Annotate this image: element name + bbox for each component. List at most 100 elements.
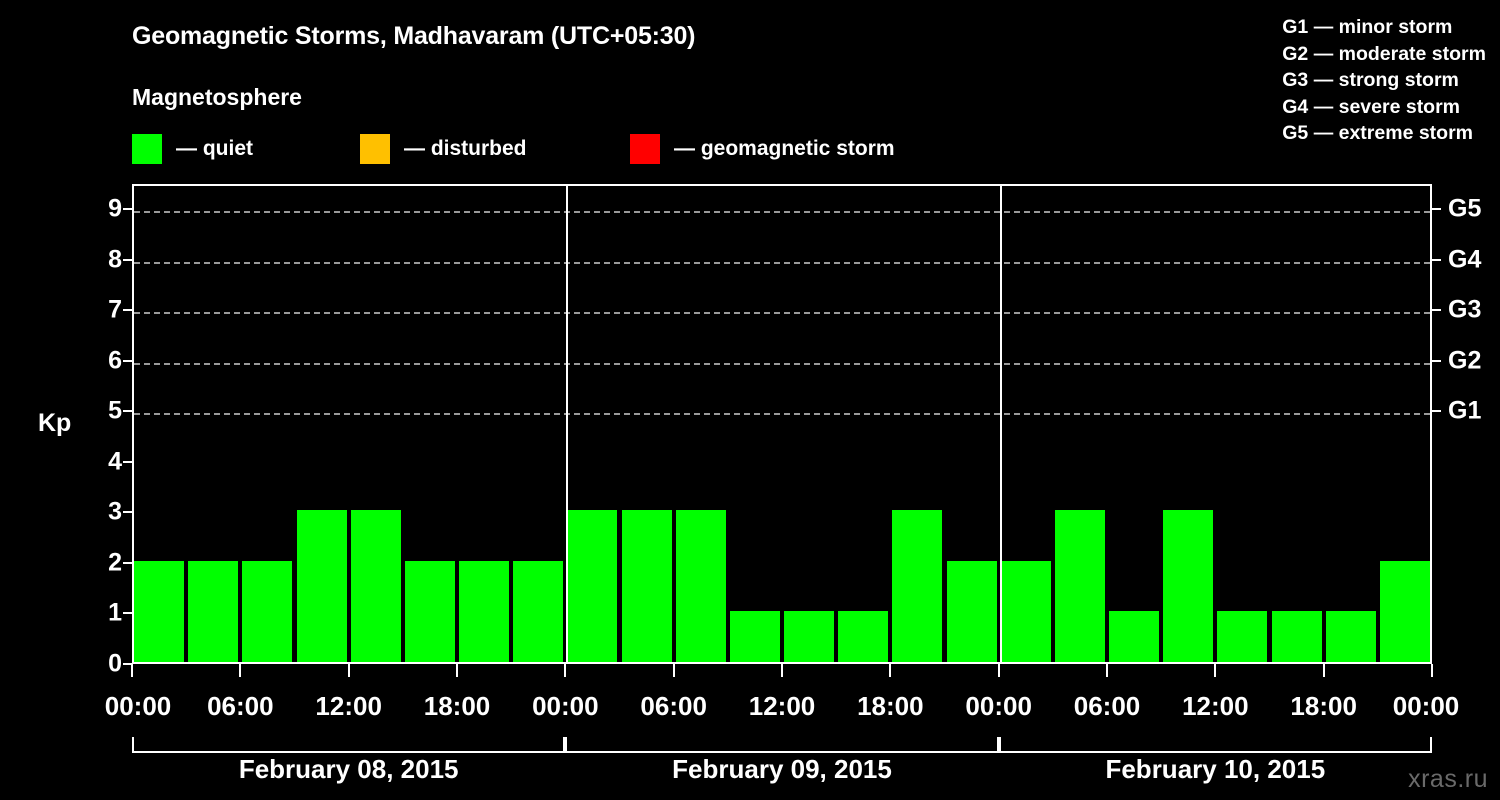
bar xyxy=(188,560,239,662)
page-title: Geomagnetic Storms, Madhavaram (UTC+05:3… xyxy=(132,22,696,50)
bar xyxy=(946,560,997,662)
legend-entry-label: — geomagnetic storm xyxy=(674,137,895,160)
day-label: February 09, 2015 xyxy=(672,754,892,784)
x-tick-mark xyxy=(1214,664,1217,677)
legend-entry: — disturbed xyxy=(360,134,527,164)
x-tick-label: 18:00 xyxy=(423,691,491,721)
disturbed-swatch xyxy=(360,134,390,164)
x-tick-mark xyxy=(997,664,1000,677)
y-tick-label: 1 xyxy=(108,598,122,627)
y-axis-title: Kp xyxy=(38,409,72,437)
bar xyxy=(1163,510,1214,662)
y-tick-mark xyxy=(123,460,132,463)
x-tick-mark xyxy=(239,664,242,677)
y-tick-label: 5 xyxy=(108,396,122,425)
g-tick-mark xyxy=(1432,410,1441,413)
x-tick-mark xyxy=(1106,664,1108,677)
legend-entry: — geomagnetic storm xyxy=(630,134,895,164)
y-tick-mark xyxy=(123,511,132,514)
x-tick-mark xyxy=(131,664,133,677)
x-tick-mark xyxy=(1431,664,1433,677)
y-tick-mark xyxy=(123,561,132,564)
bar xyxy=(729,611,780,662)
bar xyxy=(1325,611,1376,662)
x-tick-label: 06:00 xyxy=(640,691,707,721)
gridline-kp-8 xyxy=(134,261,1430,264)
x-tick-label: 18:00 xyxy=(857,691,924,721)
y-tick-label: 0 xyxy=(108,649,122,678)
bar xyxy=(675,510,726,662)
x-tick-label: 12:00 xyxy=(748,691,816,721)
x-tick-label: 06:00 xyxy=(1073,691,1141,721)
day-label: February 10, 2015 xyxy=(1105,754,1326,784)
plot-area xyxy=(132,184,1432,664)
bar xyxy=(838,611,889,662)
legend-entry: — quiet xyxy=(132,134,253,164)
legend-entry-label: — quiet xyxy=(176,137,253,160)
day-bracket xyxy=(565,737,999,753)
bar xyxy=(1217,611,1268,662)
x-tick-mark xyxy=(347,664,350,677)
watermark: xras.ru xyxy=(1408,765,1488,793)
bar xyxy=(350,510,401,662)
g-tick-mark xyxy=(1432,309,1441,312)
g-tick-label: G2 xyxy=(1448,346,1482,375)
y-tick-mark xyxy=(123,309,132,312)
g-tick-mark xyxy=(1432,208,1441,211)
x-tick-label: 12:00 xyxy=(1182,691,1249,721)
x-tick-mark xyxy=(456,664,458,677)
bar xyxy=(1109,611,1160,662)
day-divider xyxy=(999,186,1002,662)
x-tick-mark xyxy=(564,664,567,677)
y-tick-mark xyxy=(123,663,132,665)
x-tick-label: 06:00 xyxy=(207,691,274,721)
bar xyxy=(784,611,835,662)
x-tick-label: 00:00 xyxy=(104,691,172,721)
bar xyxy=(892,510,943,662)
gridline-kp-5 xyxy=(134,413,1430,416)
bar xyxy=(1054,510,1105,662)
bar xyxy=(513,560,564,662)
bar xyxy=(567,510,618,662)
x-tick-mark xyxy=(889,664,892,677)
x-tick-mark xyxy=(672,664,675,677)
g-legend-row: G5 — extreme storm xyxy=(1282,122,1474,144)
g-tick-label: G5 xyxy=(1448,194,1482,223)
bar xyxy=(296,510,347,662)
y-tick-label: 7 xyxy=(108,295,122,324)
g-legend-row: G2 — moderate storm xyxy=(1282,42,1486,65)
g-scale-legend: G1 — minor storm G2 — moderate storm G3 — … xyxy=(1282,14,1486,147)
y-tick-mark xyxy=(123,208,132,211)
magnetosphere-label: Magnetosphere xyxy=(132,84,302,110)
g-tick-label: G3 xyxy=(1448,295,1482,324)
bar xyxy=(404,560,455,662)
day-bracket xyxy=(132,737,566,753)
gridline-kp-9 xyxy=(134,211,1430,214)
day-label: February 08, 2015 xyxy=(238,754,459,784)
y-tick-label: 8 xyxy=(108,245,122,274)
y-tick-mark xyxy=(123,612,132,615)
bar xyxy=(1271,611,1322,662)
bar xyxy=(1379,560,1430,662)
x-tick-label: 00:00 xyxy=(532,691,599,721)
g-tick-label: G4 xyxy=(1448,245,1482,274)
y-tick-label: 6 xyxy=(108,346,122,375)
y-tick-mark xyxy=(123,258,132,261)
bar xyxy=(1000,560,1051,662)
y-tick-mark xyxy=(123,359,132,362)
g-tick-mark xyxy=(1432,359,1441,362)
bar xyxy=(621,510,672,662)
y-tick-mark xyxy=(123,410,132,413)
g-legend-row: G3 — strong storm xyxy=(1282,69,1459,91)
gridline-kp-6 xyxy=(134,362,1430,365)
y-tick-label: 3 xyxy=(108,497,122,526)
g-legend-row: G1 — minor storm xyxy=(1282,16,1453,38)
g-tick-mark xyxy=(1432,258,1441,261)
g-tick-label: G1 xyxy=(1448,396,1482,425)
bar xyxy=(134,560,185,662)
g-legend-row: G4 — severe storm xyxy=(1282,95,1461,118)
x-tick-label: 00:00 xyxy=(1392,691,1460,721)
x-tick-mark xyxy=(781,664,783,677)
y-tick-label: 9 xyxy=(108,194,122,223)
x-tick-mark xyxy=(1322,664,1325,677)
